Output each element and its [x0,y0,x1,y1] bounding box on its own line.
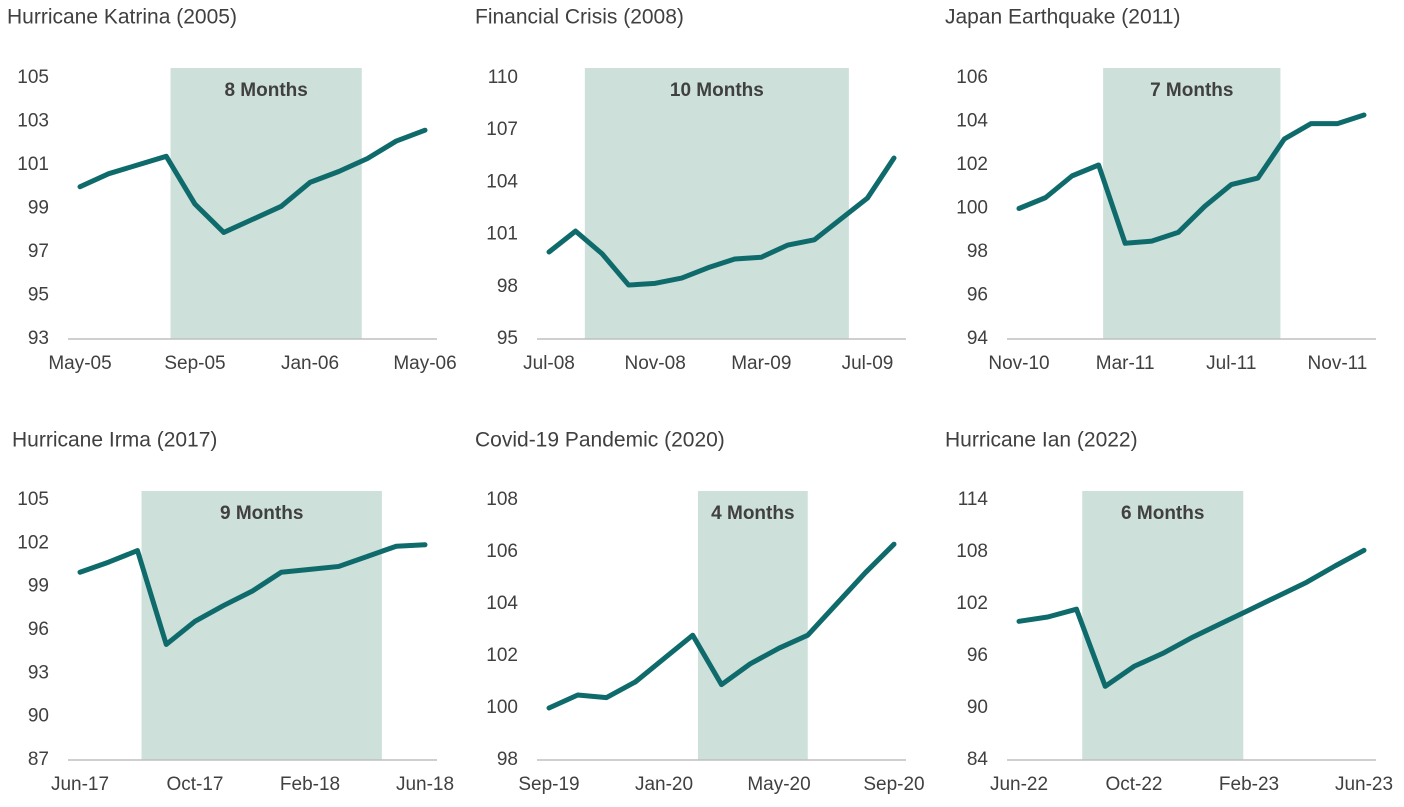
x-tick-label: Mar-11 [1096,353,1155,374]
x-tick-label: Oct-17 [166,774,223,795]
y-tick-label: 105 [17,489,49,510]
y-tick-label: 106 [486,541,518,562]
shaded-period [141,491,382,760]
y-tick-label: 102 [486,645,518,666]
y-tick-label: 98 [497,276,518,297]
x-tick-label: Jun-23 [1335,774,1393,795]
panel-title: Japan Earthquake (2011) [945,6,1180,29]
y-tick-label: 106 [956,67,988,88]
x-tick-label: Jun-18 [396,774,454,795]
x-tick-label: Jan-06 [281,353,339,374]
y-tick-label: 101 [486,224,518,245]
y-tick-label: 95 [28,285,49,306]
line-series [1016,112,1367,246]
x-tick-label: May-06 [393,353,456,374]
y-tick-label: 87 [28,749,49,770]
y-tick-label: 90 [967,697,988,718]
shade-label: 6 Months [1121,503,1204,524]
x-tick-label: Mar-09 [731,353,791,374]
y-tick-label: 94 [967,328,989,349]
shade-label: 8 Months [224,80,307,101]
y-tick-label: 93 [28,662,49,683]
shade-label: 4 Months [711,503,794,524]
y-tick-label: 103 [17,111,49,132]
shaded-period [170,68,362,339]
shade-label: 9 Months [220,503,303,524]
shaded-period [1103,68,1281,339]
x-tick-label: Nov-10 [988,353,1049,374]
y-tick-label: 93 [28,328,49,349]
x-tick-label: Feb-18 [280,774,340,795]
line-series [1016,547,1367,689]
x-tick-label: Jun-17 [51,774,109,795]
y-tick-label: 102 [956,593,988,614]
y-tick-label: 96 [967,645,988,666]
x-tick-label: Sep-20 [863,774,924,795]
y-tick-label: 90 [28,706,49,727]
x-tick-label: May-05 [48,353,111,374]
x-tick-label: Jul-11 [1206,353,1256,374]
y-tick-label: 102 [956,154,988,175]
y-tick-label: 108 [486,489,518,510]
x-tick-label: Nov-08 [625,353,686,374]
y-tick-label: 99 [28,576,49,597]
y-tick-label: 96 [967,285,988,306]
shaded-period [584,68,849,339]
panel-title: Covid-19 Pandemic (2020) [475,429,725,452]
panel: Japan Earthquake (2011) 7 Months 94 96 98 100… [945,6,1376,374]
y-tick-label: 114 [958,489,989,510]
panel: Financial Crisis (2008) 10 Months 95 98 101 1… [475,6,906,374]
x-tick-label: Sep-19 [518,774,579,795]
y-tick-label: 104 [486,171,518,192]
y-tick-label: 107 [486,119,518,140]
x-tick-label: Nov-11 [1308,353,1368,374]
panel: Hurricane Ian (2022) 6 Months 84 90 96 102 108… [945,429,1393,795]
y-tick-label: 97 [28,241,49,262]
panel-title: Hurricane Ian (2022) [945,429,1138,452]
panel: Covid-19 Pandemic (2020) 4 Months 98 100 102… [475,429,925,795]
y-tick-label: 108 [956,541,988,562]
x-tick-label: Jul-09 [842,353,894,374]
shade-label: 10 Months [670,80,764,101]
y-tick-label: 98 [967,241,988,262]
y-tick-label: 96 [28,619,49,640]
x-tick-label: May-20 [747,774,810,795]
y-tick-label: 104 [486,593,518,614]
x-tick-label: Jan-20 [635,774,693,795]
panel-title: Hurricane Katrina (2005) [7,6,237,29]
y-tick-label: 100 [956,198,988,219]
line-series [546,155,897,288]
x-tick-label: Sep-05 [164,353,225,374]
y-tick-label: 110 [488,67,518,88]
x-tick-label: Oct-22 [1105,774,1162,795]
y-tick-label: 95 [497,328,518,349]
shaded-period [697,491,808,760]
y-tick-label: 98 [497,749,518,770]
y-tick-label: 100 [486,697,518,718]
y-tick-label: 104 [956,111,988,132]
panel-title: Hurricane Irma (2017) [12,429,217,452]
panel-title: Financial Crisis (2008) [475,6,684,29]
panel: Hurricane Irma (2017) 9 Months 87 90 93 96 99 1… [12,429,454,795]
y-tick-label: 101 [17,154,49,175]
panel: Hurricane Katrina (2005) 8 Months 93 95 97 99… [7,6,457,374]
shade-label: 7 Months [1150,80,1233,101]
line-series [77,542,428,647]
x-tick-label: Jun-22 [990,774,1048,795]
y-tick-label: 105 [17,67,49,88]
line-series [546,541,897,711]
line-series [77,127,428,235]
x-tick-label: Jul-08 [523,353,575,374]
y-tick-label: 99 [28,198,49,219]
x-tick-label: Feb-23 [1219,774,1279,795]
y-tick-label: 84 [967,749,989,770]
y-tick-label: 102 [17,532,49,553]
